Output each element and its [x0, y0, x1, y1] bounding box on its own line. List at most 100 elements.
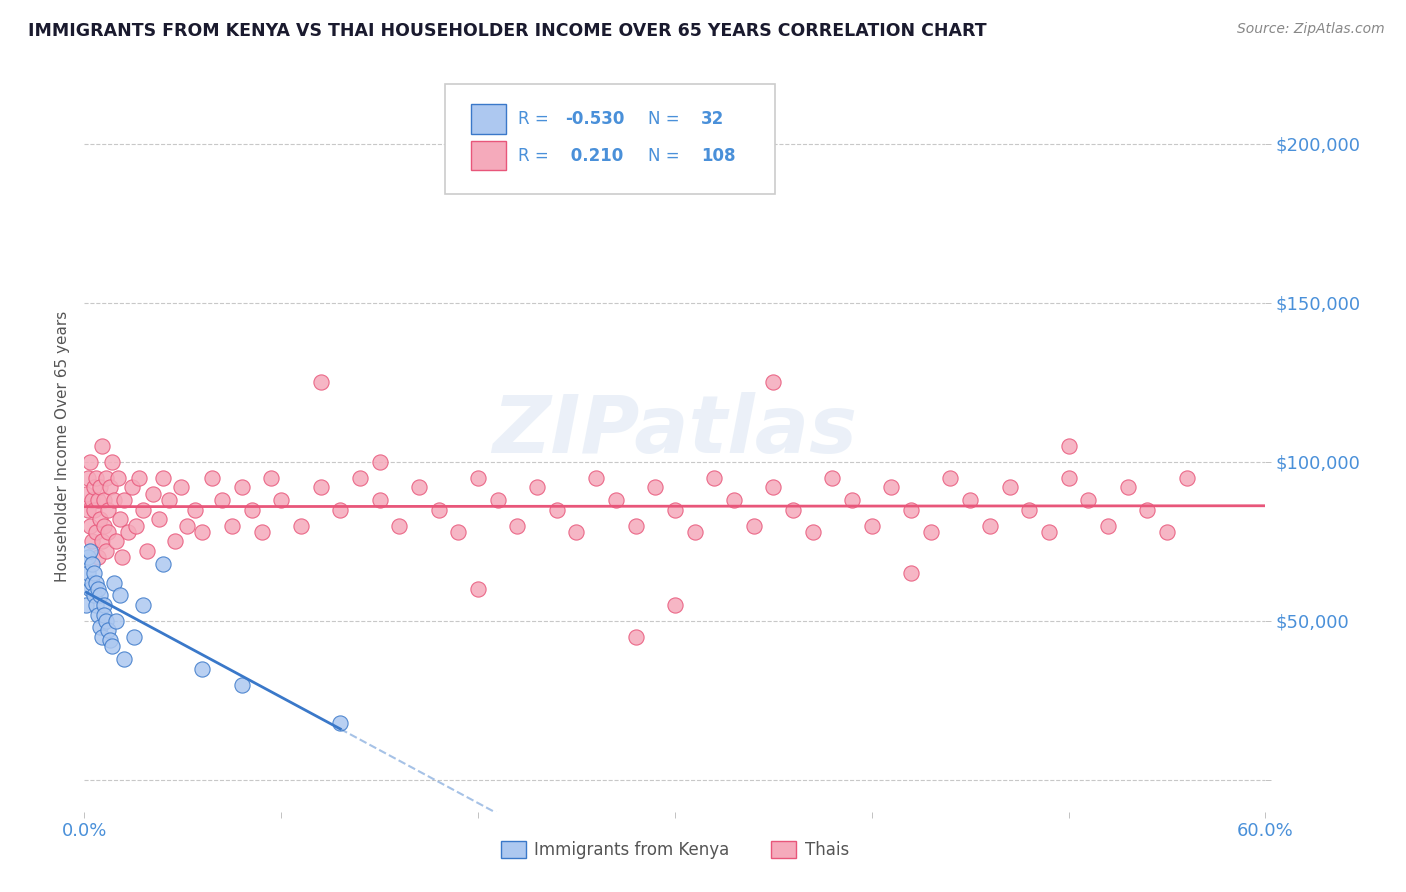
Point [703, 471, 725, 485]
Point [260, 471, 283, 485]
Point [83, 566, 105, 581]
Point [240, 502, 263, 516]
Point [742, 518, 765, 533]
Text: IMMIGRANTS FROM KENYA VS THAI HOUSEHOLDER INCOME OVER 65 YEARS CORRELATION CHART: IMMIGRANTS FROM KENYA VS THAI HOUSEHOLDE… [28, 22, 987, 40]
Point [157, 493, 180, 508]
Point [250, 524, 273, 539]
Point [998, 480, 1021, 494]
Point [900, 566, 922, 581]
Point [309, 480, 332, 494]
FancyBboxPatch shape [471, 141, 506, 170]
Text: ZIPatlas: ZIPatlas [492, 392, 858, 470]
Point [94, 614, 117, 628]
Y-axis label: Householder Income Over 65 years: Householder Income Over 65 years [55, 310, 70, 582]
Point [900, 502, 922, 516]
Point [152, 471, 174, 485]
Point [1156, 524, 1178, 539]
Point [368, 493, 391, 508]
Point [112, 652, 135, 666]
Point [98, 632, 121, 647]
Point [644, 480, 666, 494]
Point [104, 534, 127, 549]
Point [183, 502, 205, 516]
Point [1038, 524, 1060, 539]
Point [1018, 502, 1040, 516]
Point [142, 486, 165, 500]
Point [82, 557, 104, 571]
Point [89, 620, 111, 634]
Point [408, 480, 430, 494]
Point [91, 630, 114, 644]
Point [624, 518, 647, 533]
Point [122, 630, 145, 644]
Point [94, 544, 117, 558]
Point [664, 502, 686, 516]
Point [939, 471, 962, 485]
Point [506, 518, 529, 533]
Point [97, 502, 120, 516]
Point [170, 480, 193, 494]
Text: R =: R = [517, 110, 554, 128]
Point [94, 471, 117, 485]
Point [101, 640, 124, 654]
Point [93, 598, 115, 612]
Text: Source: ZipAtlas.com: Source: ZipAtlas.com [1237, 22, 1385, 37]
FancyBboxPatch shape [471, 104, 506, 134]
Point [467, 582, 489, 596]
Text: -0.530: -0.530 [565, 110, 624, 128]
Point [89, 480, 111, 494]
FancyBboxPatch shape [444, 84, 775, 194]
Point [89, 512, 111, 526]
Point [211, 493, 233, 508]
Point [83, 502, 105, 516]
Point [77, 566, 100, 581]
Point [111, 550, 134, 565]
Point [664, 598, 686, 612]
Point [782, 502, 804, 516]
Point [290, 518, 312, 533]
Point [624, 630, 647, 644]
Point [1077, 493, 1099, 508]
Point [270, 493, 292, 508]
Point [84, 598, 107, 612]
Point [221, 518, 243, 533]
Point [124, 518, 146, 533]
Point [104, 614, 127, 628]
Point [329, 502, 352, 516]
Point [77, 502, 100, 516]
Point [821, 471, 844, 485]
Point [87, 493, 110, 508]
Point [762, 376, 785, 390]
Point [349, 471, 371, 485]
Point [93, 493, 115, 508]
Point [79, 518, 101, 533]
Point [93, 607, 115, 622]
Point [723, 493, 745, 508]
Point [79, 544, 101, 558]
Point [112, 493, 135, 508]
Point [84, 471, 107, 485]
Point [84, 575, 107, 590]
Point [82, 575, 104, 590]
Point [91, 534, 114, 549]
Point [880, 480, 903, 494]
Point [77, 550, 100, 565]
Point [82, 493, 104, 508]
Point [1175, 471, 1198, 485]
Point [467, 471, 489, 485]
Point [191, 524, 214, 539]
Legend: Immigrants from Kenya, Thais: Immigrants from Kenya, Thais [495, 834, 855, 865]
Point [1136, 502, 1159, 516]
Point [121, 480, 143, 494]
Point [152, 557, 174, 571]
Point [801, 524, 824, 539]
Point [83, 480, 105, 494]
Point [132, 502, 155, 516]
Point [83, 589, 105, 603]
Point [79, 582, 101, 596]
Point [87, 607, 110, 622]
Point [329, 715, 352, 730]
Point [93, 518, 115, 533]
Point [79, 455, 101, 469]
Text: N =: N = [648, 146, 685, 165]
